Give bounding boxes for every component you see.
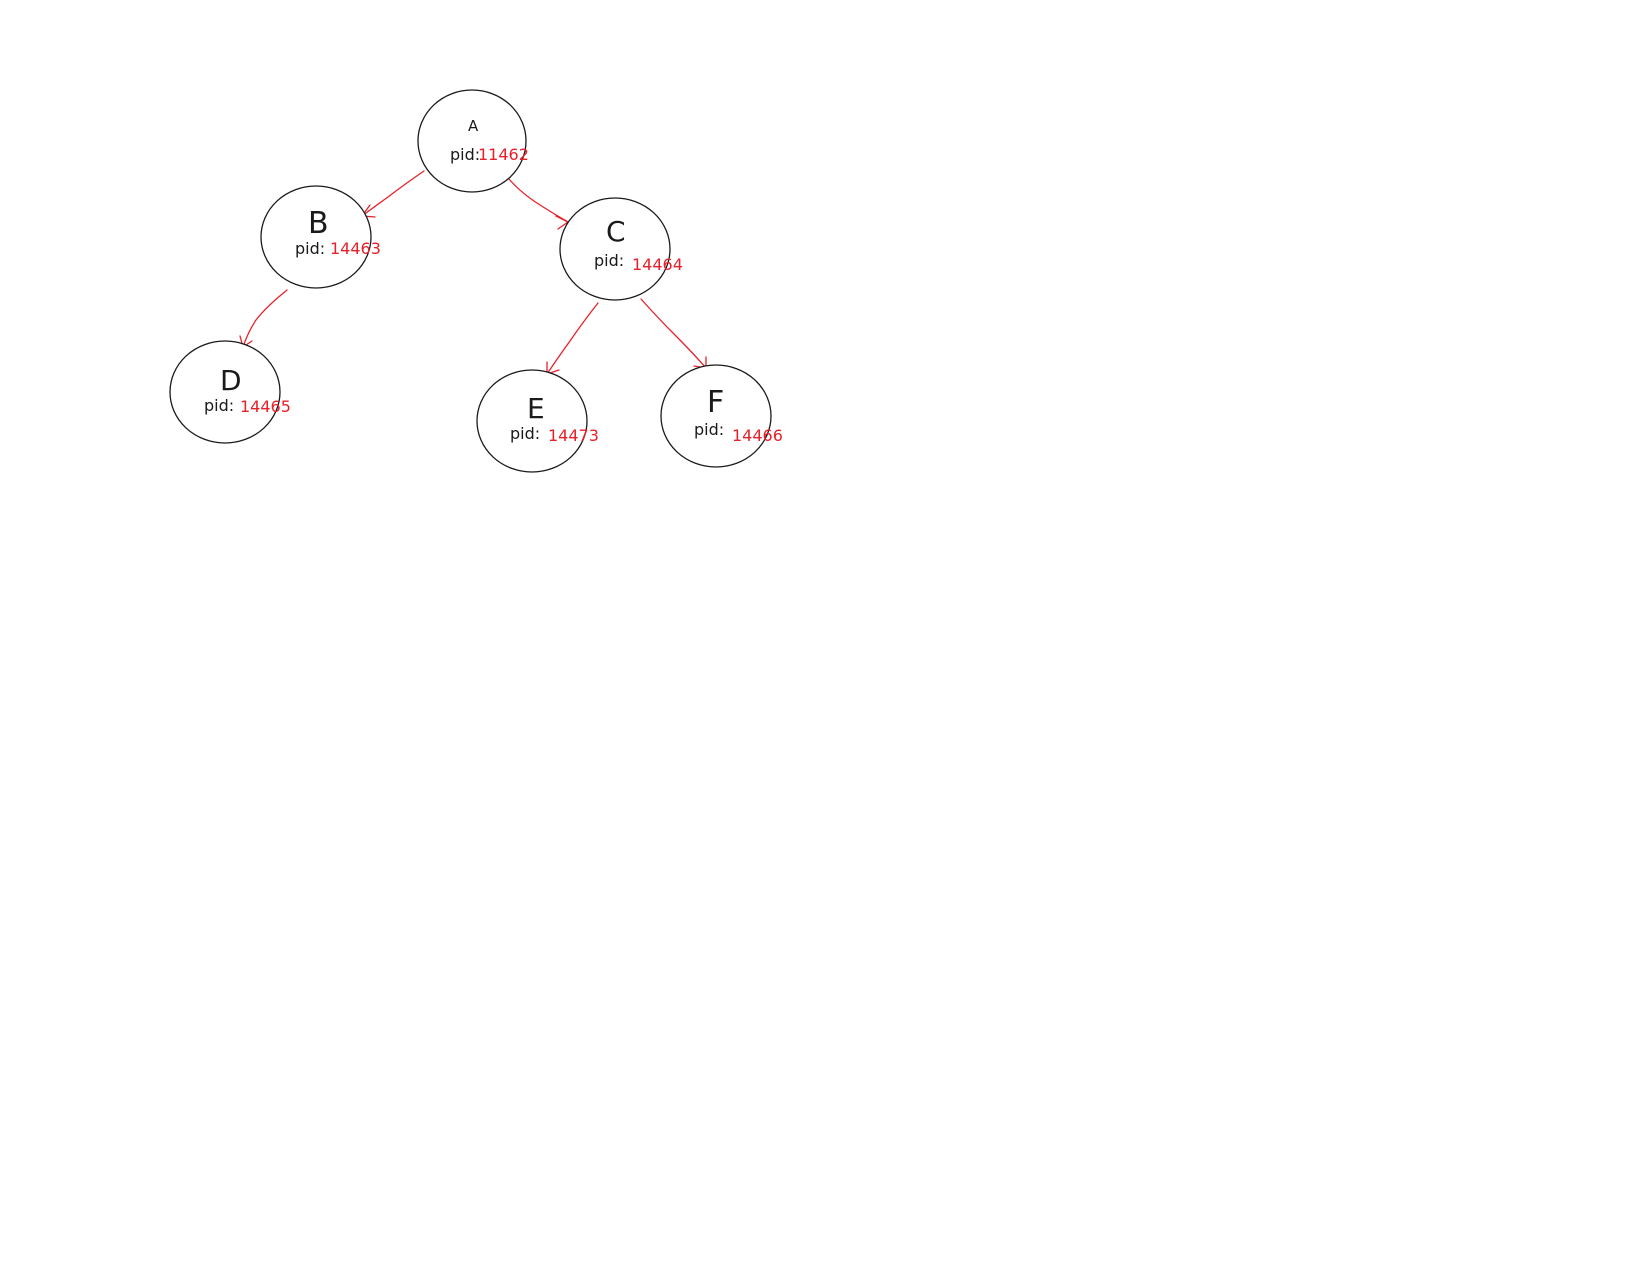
pid-label: pid:	[694, 420, 724, 439]
arrowhead	[361, 204, 376, 218]
node-name: B	[308, 206, 329, 241]
edge-line	[640, 298, 707, 369]
node-circle	[476, 369, 588, 473]
pid-label: pid:	[295, 239, 325, 258]
pid-value: 14464	[632, 255, 683, 274]
edge-line	[546, 302, 599, 375]
pid-value: 11462	[478, 145, 529, 164]
node-circle	[660, 364, 772, 468]
edge-line	[361, 170, 425, 217]
node-circle	[559, 197, 671, 301]
edge-b-d	[239, 289, 288, 348]
pid-label: pid:	[450, 145, 480, 164]
pid-label: pid:	[204, 396, 234, 415]
node-name: C	[606, 215, 626, 248]
edge-a-b	[361, 170, 425, 218]
arrowhead	[546, 361, 560, 375]
arrowhead	[239, 335, 253, 348]
pid-value: 14463	[330, 239, 381, 258]
edge-line	[508, 178, 569, 223]
pid-value: 14473	[548, 426, 599, 445]
arrowhead	[555, 215, 569, 230]
node-circle	[260, 185, 372, 289]
edge-c-e	[546, 302, 599, 375]
edge-c-f	[640, 298, 707, 369]
edge-line	[242, 289, 288, 348]
edge-a-c	[508, 178, 569, 230]
pid-label: pid:	[510, 424, 540, 443]
node-name: D	[220, 364, 242, 397]
node-name: E	[527, 392, 545, 425]
pid-value: 14466	[732, 426, 783, 445]
node-circle	[169, 340, 281, 444]
pid-label: pid:	[594, 251, 624, 270]
edges-layer	[239, 170, 707, 375]
node-name: F	[707, 385, 724, 420]
pid-value: 14465	[240, 397, 291, 416]
node-circle	[417, 89, 527, 193]
node-name: A	[468, 117, 479, 135]
